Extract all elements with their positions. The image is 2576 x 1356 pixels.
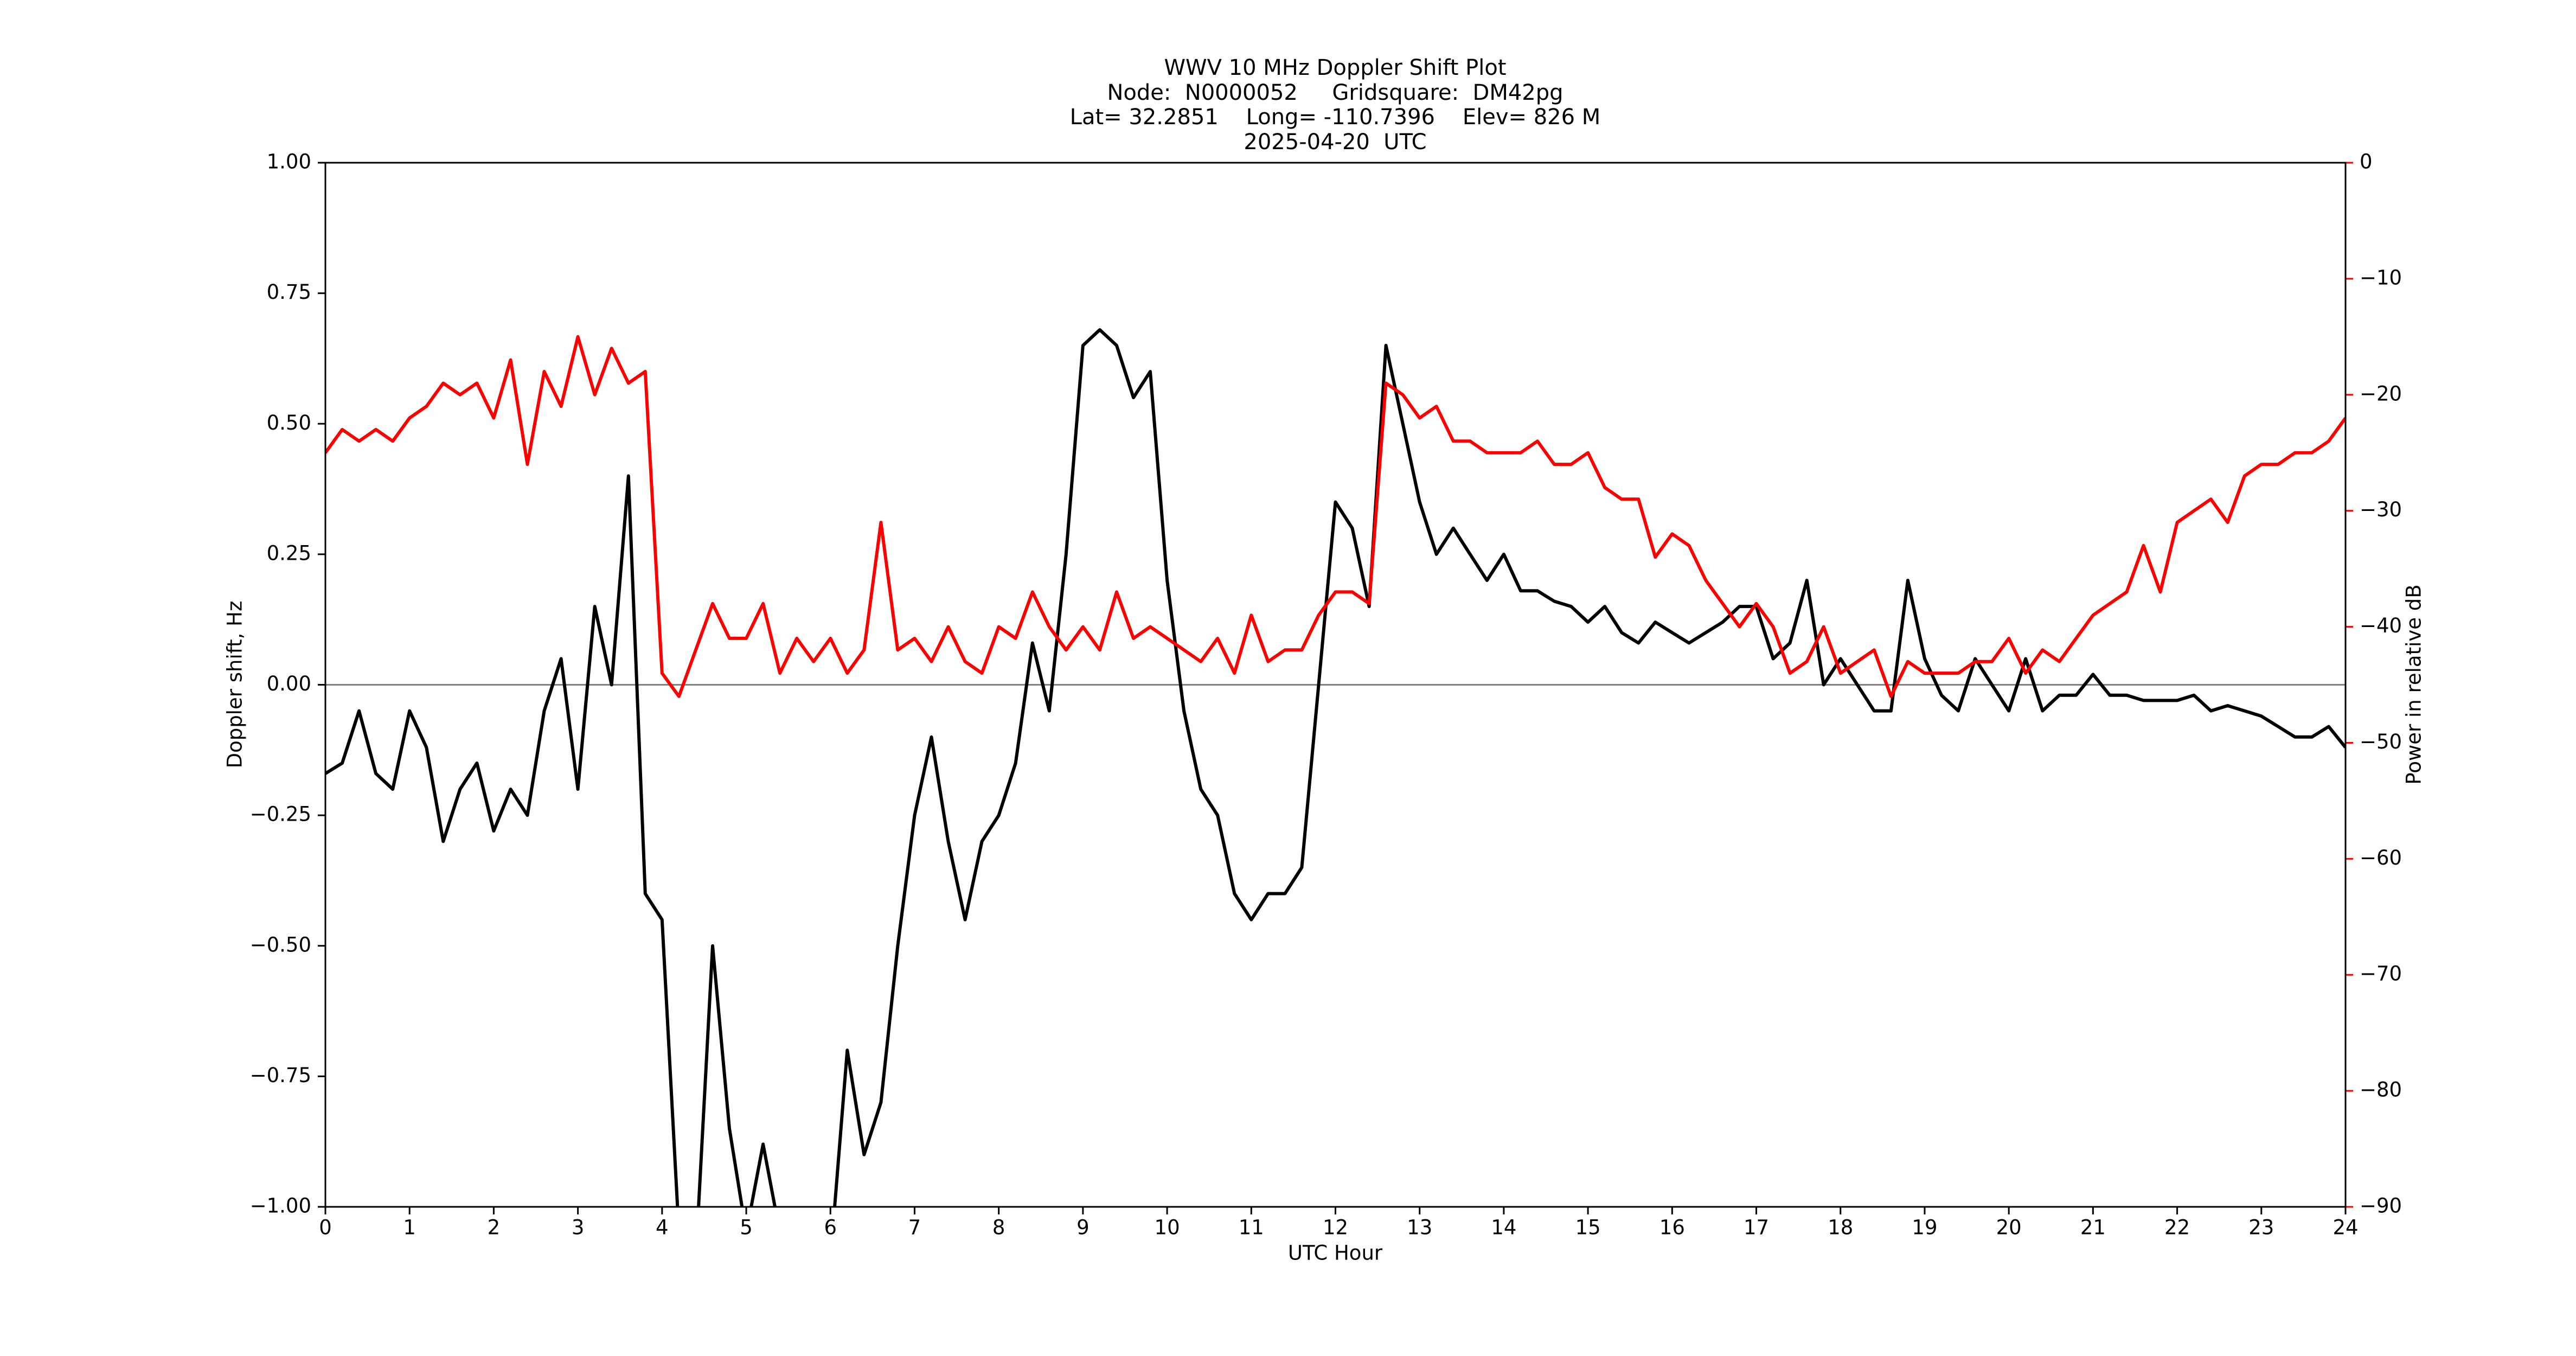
x-tick-label: 11 — [1239, 1216, 1264, 1239]
y2-axis-label: Power in relative dB — [2402, 584, 2426, 784]
x-tick-label: 5 — [740, 1216, 753, 1239]
x-tick-label: 4 — [656, 1216, 669, 1239]
y-axis-label: Doppler shift, Hz — [223, 601, 247, 769]
y-tick-label: 0.50 — [267, 411, 311, 434]
x-tick-label: 2 — [488, 1216, 501, 1239]
x-tick-label: 19 — [1912, 1216, 1937, 1239]
x-tick-label: 15 — [1575, 1216, 1601, 1239]
series-line — [325, 328, 2346, 1207]
y2-tick-label: −80 — [2360, 1078, 2402, 1102]
x-tick-label: 24 — [2333, 1216, 2358, 1239]
y-tick-label: 0.00 — [267, 672, 311, 695]
y2-tick-label: −40 — [2360, 614, 2402, 637]
x-tick-label: 12 — [1323, 1216, 1348, 1239]
x-axis-label: UTC Hour — [1288, 1242, 1383, 1265]
plot-frame — [324, 162, 2347, 1208]
y-tick-label: −0.25 — [250, 803, 311, 826]
y2-tick-label: −70 — [2360, 962, 2402, 986]
y2-tick-label: −50 — [2360, 730, 2402, 753]
y-tick-label: 1.00 — [267, 150, 311, 174]
chart-subtitle: 2025-04-20 UTC — [1244, 130, 1426, 155]
y2-tick-label: −60 — [2360, 846, 2402, 869]
x-tick-label: 18 — [1828, 1216, 1853, 1239]
plot-area — [325, 328, 2346, 1207]
x-tick-label: 16 — [1659, 1216, 1685, 1239]
y-tick-label: 0.25 — [267, 541, 311, 565]
y-tick-label: −0.50 — [250, 933, 311, 956]
series-line — [325, 335, 2346, 698]
x-tick-label: 10 — [1155, 1216, 1180, 1239]
x-tick-label: 14 — [1491, 1216, 1516, 1239]
x-tick-label: 7 — [908, 1216, 921, 1239]
x-tick-label: 17 — [1744, 1216, 1769, 1239]
x-tick-label: 8 — [992, 1216, 1005, 1239]
y-tick-label: 0.75 — [267, 280, 311, 304]
x-tick-label: 23 — [2248, 1216, 2274, 1239]
x-tick-label: 9 — [1076, 1216, 1090, 1239]
y2-tick-label: −90 — [2360, 1194, 2402, 1218]
y2-tick-label: −30 — [2360, 498, 2402, 521]
x-tick-label: 0 — [319, 1216, 332, 1239]
x-tick-label: 13 — [1407, 1216, 1432, 1239]
x-tick-label: 20 — [1996, 1216, 2022, 1239]
chart-subtitle: Node: N0000052 Gridsquare: DM42pg — [1107, 80, 1563, 105]
x-tick-label: 22 — [2164, 1216, 2190, 1239]
y-tick-label: −0.75 — [250, 1064, 311, 1087]
y2-tick-label: 0 — [2360, 150, 2373, 174]
chart-title: WWV 10 MHz Doppler Shift Plot — [1164, 55, 1506, 80]
y2-tick-label: −20 — [2360, 382, 2402, 405]
x-tick-label: 21 — [2080, 1216, 2106, 1239]
y2-tick-label: −10 — [2360, 266, 2402, 289]
chart-subtitle: Lat= 32.2851 Long= -110.7396 Elev= 826 M — [1070, 105, 1601, 130]
y-tick-label: −1.00 — [250, 1194, 311, 1218]
x-tick-label: 6 — [824, 1216, 837, 1239]
x-tick-label: 1 — [403, 1216, 416, 1239]
x-tick-label: 3 — [572, 1216, 585, 1239]
